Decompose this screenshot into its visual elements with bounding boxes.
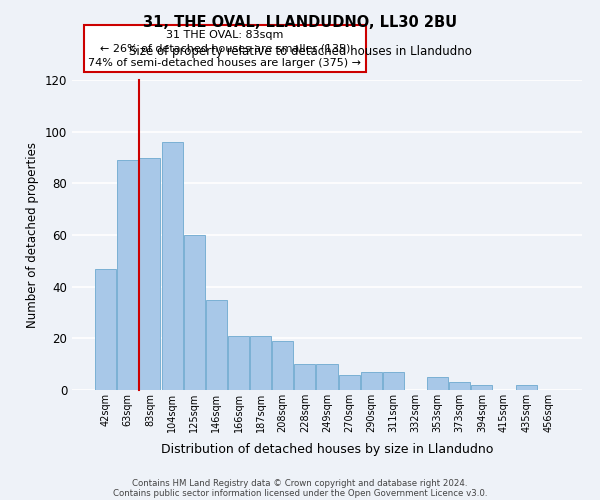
Bar	[427, 377, 448, 390]
Bar	[449, 382, 470, 390]
Bar	[472, 385, 493, 390]
Bar	[228, 336, 249, 390]
Bar	[161, 142, 182, 390]
Bar	[383, 372, 404, 390]
X-axis label: Distribution of detached houses by size in Llandudno: Distribution of detached houses by size …	[161, 444, 493, 456]
Bar	[515, 385, 536, 390]
Text: Contains HM Land Registry data © Crown copyright and database right 2024.: Contains HM Land Registry data © Crown c…	[132, 478, 468, 488]
Bar	[250, 336, 271, 390]
Bar	[118, 160, 139, 390]
Text: Size of property relative to detached houses in Llandudno: Size of property relative to detached ho…	[128, 45, 472, 58]
Bar	[139, 158, 160, 390]
Bar	[361, 372, 382, 390]
Bar	[184, 235, 205, 390]
Text: 31 THE OVAL: 83sqm
← 26% of detached houses are smaller (135)
74% of semi-detach: 31 THE OVAL: 83sqm ← 26% of detached hou…	[89, 30, 361, 68]
Text: 31, THE OVAL, LLANDUDNO, LL30 2BU: 31, THE OVAL, LLANDUDNO, LL30 2BU	[143, 15, 457, 30]
Bar	[206, 300, 227, 390]
Bar	[95, 268, 116, 390]
Bar	[295, 364, 316, 390]
Bar	[272, 341, 293, 390]
Bar	[316, 364, 338, 390]
Bar	[338, 374, 359, 390]
Text: Contains public sector information licensed under the Open Government Licence v3: Contains public sector information licen…	[113, 488, 487, 498]
Y-axis label: Number of detached properties: Number of detached properties	[26, 142, 39, 328]
